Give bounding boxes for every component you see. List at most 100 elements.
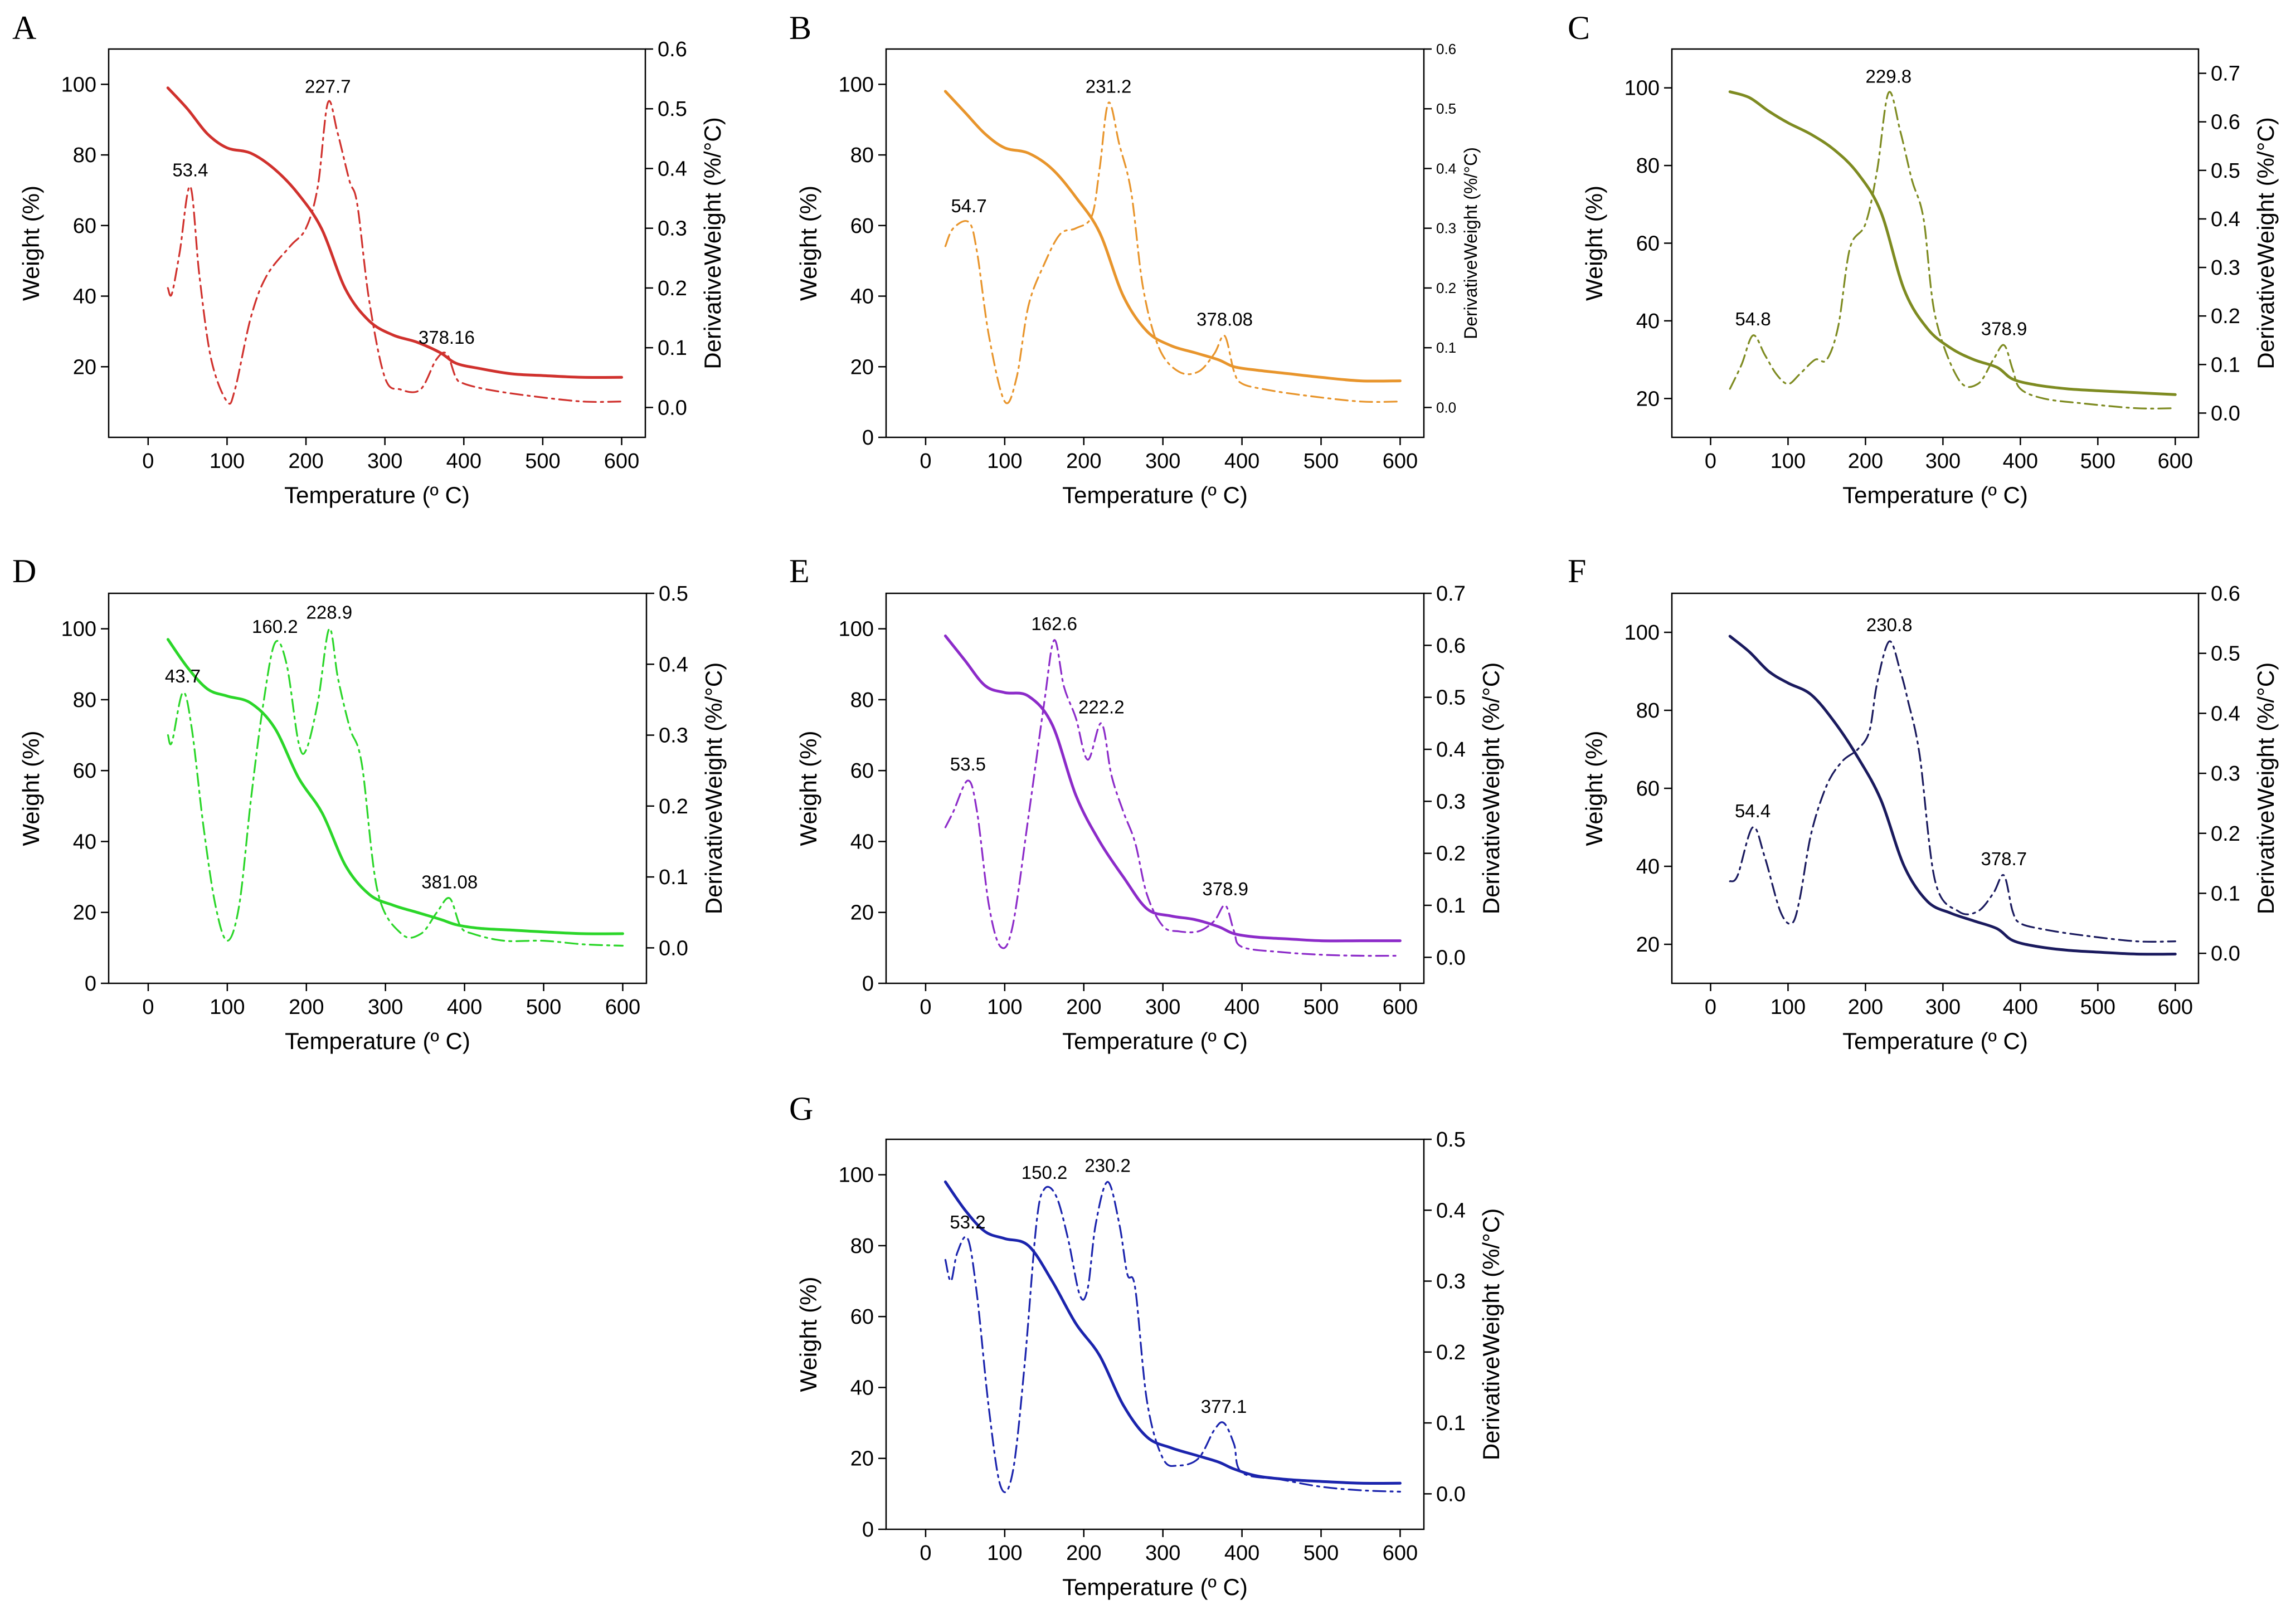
x-tick-label: 200 <box>1066 450 1101 473</box>
y-tick-label: 80 <box>73 689 96 712</box>
y-axis-label: Weight (%) <box>1581 186 1607 301</box>
y2-tick-label: 0.1 <box>658 336 687 360</box>
x-tick-label: 300 <box>1145 1542 1180 1565</box>
y-tick-label: 40 <box>73 285 96 309</box>
x-tick-label: 600 <box>1383 996 1418 1019</box>
panel-letter: B <box>789 9 811 46</box>
y2-axis-label: DerivativeWeight (%/°C) <box>701 662 727 914</box>
y2-tick-label: 0.3 <box>1436 220 1456 237</box>
plot-frame <box>1671 48 2200 438</box>
y-tick-label: 0 <box>862 972 874 996</box>
y2-tick-label: 0.3 <box>658 217 687 241</box>
y-axis-label: Weight (%) <box>795 186 821 301</box>
y-axis-label: Weight (%) <box>795 1277 821 1392</box>
y2-tick-label: 0.7 <box>1436 582 1466 606</box>
y2-tick-label: 0.3 <box>1436 790 1466 813</box>
peak-annotation: 160.2 <box>252 616 298 637</box>
peak-annotation: 53.5 <box>950 754 986 774</box>
y2-tick-label: 0.1 <box>1436 894 1466 918</box>
y-tick-label: 60 <box>850 759 874 783</box>
y2-tick-label: 0.0 <box>1436 399 1456 416</box>
weight-curve <box>1728 90 2177 396</box>
y2-tick-label: 0.4 <box>2211 702 2240 725</box>
y-tick-label: 40 <box>850 1376 874 1399</box>
y2-tick-label: 0.2 <box>2211 822 2240 846</box>
y2-tick-label: 0.6 <box>2211 582 2240 606</box>
panel-a: A 0 100 200 300 400 500 600 20 40 60 80 100 0.0 0.1 0.2… <box>12 9 726 508</box>
y2-tick-label: 0.5 <box>1436 686 1466 710</box>
y-tick-label: 100 <box>839 618 874 641</box>
x-tick-label: 300 <box>1925 996 1961 1019</box>
y2-tick-label: 0.5 <box>1436 1128 1466 1152</box>
derivative-weight-curve <box>167 100 623 405</box>
y-tick-label: 20 <box>1636 933 1660 957</box>
y2-tick-label: 0.0 <box>2211 942 2240 965</box>
derivative-weight-curve <box>1729 640 2176 943</box>
x-tick-label: 0 <box>142 450 154 473</box>
peak-annotation: 227.7 <box>305 76 351 97</box>
y2-tick-label: 0.5 <box>658 97 687 121</box>
y2-tick-label: 0.1 <box>1436 1412 1466 1435</box>
peak-annotation: 54.4 <box>1735 801 1771 821</box>
panel-letter: A <box>12 9 36 46</box>
y-tick-label: 40 <box>1636 310 1660 333</box>
y2-tick-label: 0.1 <box>1436 339 1456 356</box>
x-tick-label: 0 <box>1705 450 1716 473</box>
x-tick-label: 600 <box>605 996 640 1019</box>
x-tick-label: 500 <box>525 450 560 473</box>
y2-tick-label: 0.5 <box>2211 642 2240 666</box>
derivative-weight-curve <box>944 1181 1401 1494</box>
y-tick-label: 20 <box>850 901 874 925</box>
panel-b: B 0 100 200 300 400 500 600 0 20 40 60 80 100 0.0 0.1 0.… <box>789 9 1481 508</box>
x-tick-label: 400 <box>2003 450 2038 473</box>
y-tick-label: 60 <box>850 214 874 238</box>
y-tick-label: 100 <box>61 618 96 641</box>
y-axis-label: Weight (%) <box>1581 731 1607 846</box>
y2-axis-label: DerivativeWeight (%/°C) <box>2253 117 2279 369</box>
derivative-weight-curve <box>944 101 1401 404</box>
panel-e: E 0 100 200 300 400 500 600 0 20 40 60 80 100 0.0 0.1 0.… <box>789 553 1504 1054</box>
y-axis-label: Weight (%) <box>18 186 44 301</box>
y2-tick-label: 0.0 <box>658 396 687 420</box>
plot-frame <box>885 592 1425 984</box>
y-tick-label: 40 <box>73 830 96 854</box>
x-tick-label: 400 <box>1224 1542 1259 1565</box>
x-tick-label: 0 <box>920 1542 931 1565</box>
weight-curve <box>166 638 624 935</box>
plot-frame <box>885 48 1425 438</box>
x-axis-label: Temperature (º C) <box>284 482 470 508</box>
x-axis-label: Temperature (º C) <box>1842 482 2028 508</box>
peak-annotation: 378.9 <box>1981 318 2027 339</box>
x-tick-label: 300 <box>367 450 402 473</box>
x-tick-label: 500 <box>2080 450 2115 473</box>
x-tick-label: 300 <box>1145 450 1180 473</box>
x-tick-label: 600 <box>2158 996 2193 1019</box>
y2-tick-label: 0.6 <box>1436 41 1456 57</box>
x-tick-label: 100 <box>210 450 245 473</box>
y2-tick-label: 0.0 <box>1436 946 1466 969</box>
y-tick-label: 20 <box>850 355 874 379</box>
peak-annotation: 54.8 <box>1735 309 1771 329</box>
y2-tick-label: 0.4 <box>659 653 688 676</box>
y-tick-label: 20 <box>73 901 96 925</box>
y2-tick-label: 0.2 <box>659 795 688 818</box>
y2-axis-label: DerivativeWeight (%/°C) <box>1461 147 1481 339</box>
panel-c: C 0 100 200 300 400 500 600 20 40 60 80 100 0.0 0.1 0.2… <box>1568 9 2279 508</box>
x-tick-label: 600 <box>1383 1542 1418 1565</box>
derivative-weight-curve <box>1729 91 2176 409</box>
panel-letter: D <box>12 553 36 589</box>
x-tick-label: 600 <box>2158 450 2193 473</box>
y2-tick-label: 0.3 <box>2211 256 2240 280</box>
panel-letter: F <box>1568 553 1586 589</box>
y2-tick-label: 0.4 <box>1436 160 1456 177</box>
peak-annotation: 54.7 <box>951 196 986 216</box>
y2-tick-label: 0.7 <box>2211 62 2240 86</box>
y-tick-label: 40 <box>850 830 874 854</box>
x-tick-label: 400 <box>447 996 482 1019</box>
y-tick-label: 80 <box>850 689 874 712</box>
x-tick-label: 100 <box>987 1542 1022 1565</box>
y2-tick-label: 0.6 <box>2211 111 2240 134</box>
peak-annotation: 231.2 <box>1086 76 1132 97</box>
y2-tick-label: 0.2 <box>2211 305 2240 328</box>
x-tick-label: 200 <box>288 450 323 473</box>
